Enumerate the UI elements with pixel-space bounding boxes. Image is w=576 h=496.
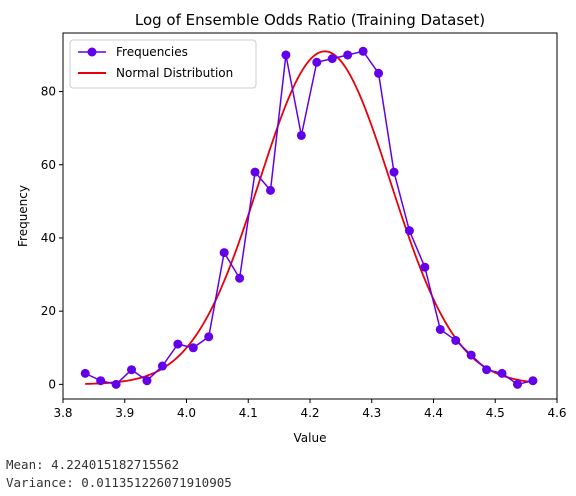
frequencies-point: [80, 368, 90, 378]
x-axis: 3.8 3.9 4.0 4.1 4.2 4.3 4.4 4.5 4.6: [53, 399, 567, 420]
frequencies-point: [188, 343, 198, 353]
legend-box: [69, 39, 257, 89]
frequencies-point: [312, 57, 322, 67]
frequencies-point: [497, 368, 507, 378]
frequencies-point: [281, 50, 291, 60]
frequencies-point: [204, 332, 214, 342]
frequencies-point: [96, 376, 106, 386]
frequencies-point: [157, 361, 167, 371]
x-tick-label: 4.4: [424, 406, 443, 420]
legend-frequencies-marker: [87, 47, 97, 57]
x-tick-label: 4.5: [486, 406, 505, 420]
frequencies-point: [296, 130, 306, 140]
x-axis-label: Value: [294, 431, 327, 445]
frequencies-point: [482, 365, 492, 375]
x-tick-label: 4.6: [547, 406, 566, 420]
frequencies-point: [420, 262, 430, 272]
plot-layer: [80, 46, 538, 389]
frequencies-point: [250, 167, 260, 177]
frequencies-point: [466, 350, 476, 360]
chart-title: Log of Ensemble Odds Ratio (Training Dat…: [135, 11, 485, 29]
y-tick-label: 80: [41, 85, 56, 99]
frequencies-line: [84, 50, 534, 386]
legend: Frequencies Normal Distribution: [69, 39, 257, 89]
frequencies-point: [111, 379, 121, 389]
frequencies-point: [127, 365, 137, 375]
frequencies-point: [142, 376, 152, 386]
variance-readout: Variance: 0.011351226071910905: [6, 475, 232, 490]
frequencies-point: [219, 248, 229, 258]
y-axis-label: Frequency: [16, 185, 30, 247]
y-tick-label: 0: [48, 377, 56, 391]
frequencies-point: [451, 335, 461, 345]
x-tick-label: 4.0: [177, 406, 196, 420]
frequencies-point: [404, 226, 414, 236]
frequencies-point: [235, 273, 245, 283]
y-axis: 0 20 40 60 80: [41, 85, 63, 391]
legend-normal-label: Normal Distribution: [116, 66, 233, 80]
chart: Log of Ensemble Odds Ratio (Training Dat…: [16, 11, 567, 445]
frequencies-point: [435, 324, 445, 334]
frequencies-point: [358, 46, 368, 56]
legend-frequencies-label: Frequencies: [116, 45, 188, 59]
x-tick-label: 4.2: [300, 406, 319, 420]
frequencies-point: [512, 379, 522, 389]
y-tick-label: 60: [41, 158, 56, 172]
frequencies-point: [343, 50, 353, 60]
x-tick-label: 3.8: [53, 406, 72, 420]
y-tick-label: 40: [41, 231, 56, 245]
x-tick-label: 3.9: [115, 406, 134, 420]
frequencies-point: [173, 339, 183, 349]
frequencies-point: [327, 54, 337, 64]
frequencies-point: [528, 376, 538, 386]
x-tick-label: 4.3: [362, 406, 381, 420]
mean-readout: Mean: 4.224015182715562: [6, 457, 180, 472]
frequencies-point: [265, 185, 275, 195]
x-tick-label: 4.1: [239, 406, 258, 420]
y-tick-label: 20: [41, 304, 56, 318]
frequencies-point: [389, 167, 399, 177]
frequencies-point: [374, 68, 384, 78]
